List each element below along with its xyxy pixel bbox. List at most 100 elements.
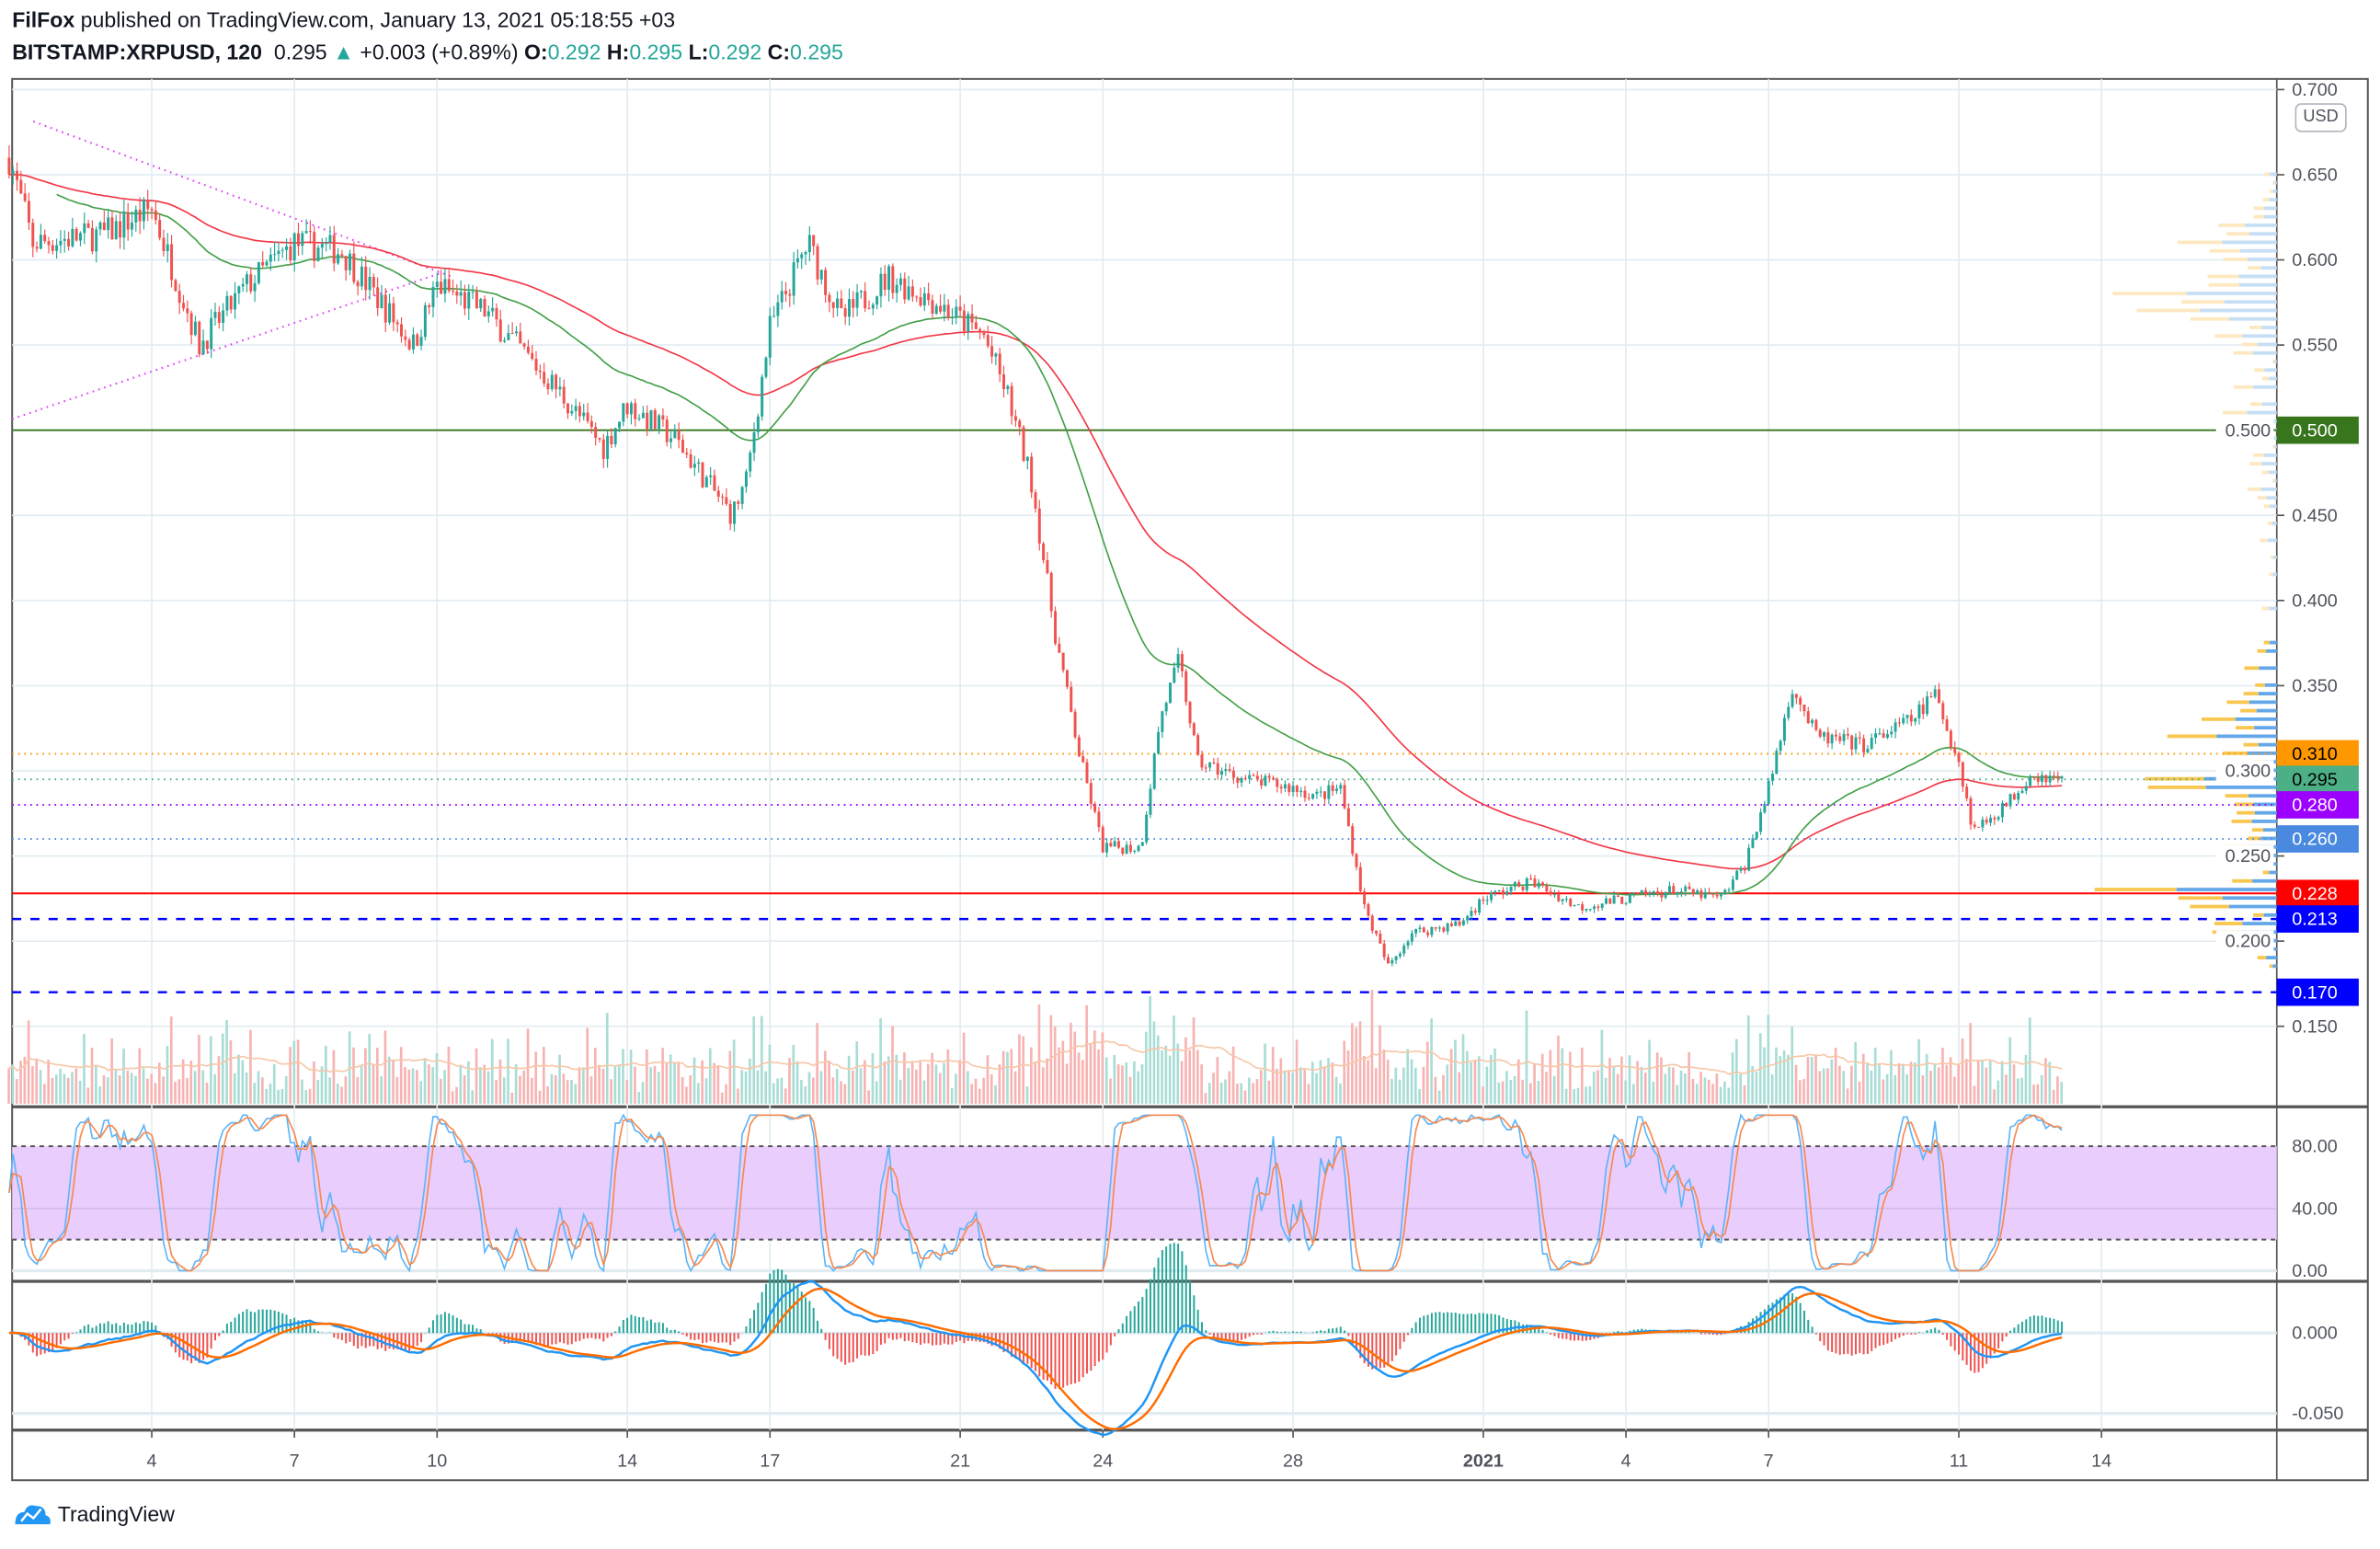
macd-histogram-bar (440, 1314, 442, 1334)
candle-body (308, 231, 312, 233)
candle (986, 326, 990, 349)
macd-histogram-bar (1435, 1312, 1437, 1334)
volume-bar (332, 1050, 336, 1104)
currency-button[interactable]: USD (2294, 103, 2347, 132)
candle-body (1842, 733, 1846, 741)
candle (1628, 892, 1631, 904)
candle (1862, 734, 1866, 758)
candle-body (1089, 783, 1093, 804)
macd-histogram-bar (614, 1331, 617, 1334)
price-tick-label: 0.650 (2292, 166, 2338, 186)
volume-bar (416, 1070, 418, 1104)
level-price-tag-label: 0.213 (2292, 910, 2338, 930)
volume-bar (1334, 1076, 1338, 1104)
candle-body (1564, 899, 1568, 901)
candle (404, 329, 407, 347)
volume-bar (1897, 1062, 1901, 1104)
tradingview-logo[interactable]: TradingView (12, 1500, 175, 1528)
candle-body (1648, 893, 1652, 895)
volume-bar (245, 1072, 248, 1104)
volume-bar (1125, 1062, 1128, 1104)
volume-profile-up (2226, 232, 2249, 236)
volume-bar (1672, 1067, 1675, 1104)
candle-body (289, 246, 292, 260)
volume-bar (360, 1064, 363, 1104)
candle-body (395, 322, 399, 325)
macd-histogram-bar (40, 1333, 42, 1355)
volume-profile-down (2222, 240, 2277, 245)
candle (1917, 700, 1921, 725)
candle (1660, 889, 1664, 902)
candle (1806, 706, 1810, 724)
volume-profile-down (2242, 922, 2277, 925)
volume-bar (1854, 1041, 1857, 1104)
macd-histogram-bar (479, 1329, 482, 1334)
candle-body (1569, 899, 1573, 906)
candle-body (280, 249, 284, 251)
macd-histogram-bar (1066, 1333, 1069, 1386)
macd-histogram-bar (305, 1320, 308, 1334)
volume-bar (1842, 1071, 1846, 1104)
candle (891, 263, 895, 300)
macd-histogram-bar (1395, 1333, 1398, 1356)
macd-histogram-bar (1181, 1251, 1184, 1334)
publish-text: published on TradingView.com, January 13… (80, 7, 676, 32)
candle (1858, 731, 1861, 745)
candle-body (1517, 882, 1521, 887)
candle-body (677, 430, 681, 441)
volume-bar (1093, 1030, 1096, 1104)
volume-bar (1161, 1050, 1163, 1104)
macd-histogram-bar (349, 1333, 351, 1342)
volume-profile-down (2216, 734, 2277, 739)
macd-histogram-bar (1390, 1333, 1393, 1361)
macd-histogram-bar (1989, 1333, 1992, 1359)
tradingview-cloud-icon (15, 1505, 51, 1525)
candle-body (1116, 841, 1120, 848)
volume-bar (1061, 1040, 1065, 1104)
publisher-name[interactable]: FilFox (12, 7, 75, 32)
volume-bar (1557, 1035, 1560, 1104)
macd-histogram-bar (1850, 1333, 1853, 1356)
candle-body (681, 440, 684, 453)
macd-histogram-bar (146, 1321, 149, 1334)
candle-body (629, 403, 633, 415)
macd-histogram-bar (1577, 1333, 1580, 1341)
volume-bar (1216, 1057, 1219, 1104)
volume-bar (471, 1090, 475, 1104)
volume-profile-up (2269, 189, 2273, 193)
candle (721, 493, 725, 506)
candle (1422, 926, 1425, 933)
macd-histogram-bar (134, 1322, 137, 1334)
volume-bar (1101, 1032, 1104, 1104)
volume-bar (376, 1048, 379, 1104)
volume-bar (1299, 1067, 1302, 1104)
candle-body (586, 412, 589, 421)
volume-bar (1248, 1077, 1251, 1104)
volume-bar (538, 1090, 542, 1104)
volume-bar (1711, 1084, 1714, 1104)
candle (296, 222, 300, 257)
candle-body (1267, 775, 1271, 778)
price-tick-label-backing (2215, 930, 2274, 952)
candle-body (1667, 886, 1671, 893)
volume-profile-up (2268, 522, 2272, 525)
candle (812, 235, 816, 256)
volume-bar (189, 1061, 193, 1104)
candle (871, 302, 875, 316)
volume-bar (2028, 1017, 2031, 1104)
candle-body (138, 210, 142, 222)
candle (395, 319, 399, 333)
volume-bar (1592, 1072, 1596, 1104)
macd-histogram-bar (2017, 1324, 2020, 1334)
candle-body (701, 462, 704, 488)
volume-profile-down (2260, 266, 2277, 270)
candle-body (669, 438, 673, 442)
candle-body (982, 332, 986, 336)
candle (883, 265, 887, 296)
candle-body (1188, 702, 1192, 724)
volume-bar (795, 1061, 799, 1104)
macd-histogram-bar (1617, 1331, 1619, 1334)
candle-body (1620, 896, 1624, 904)
volume-bar (221, 1033, 224, 1104)
